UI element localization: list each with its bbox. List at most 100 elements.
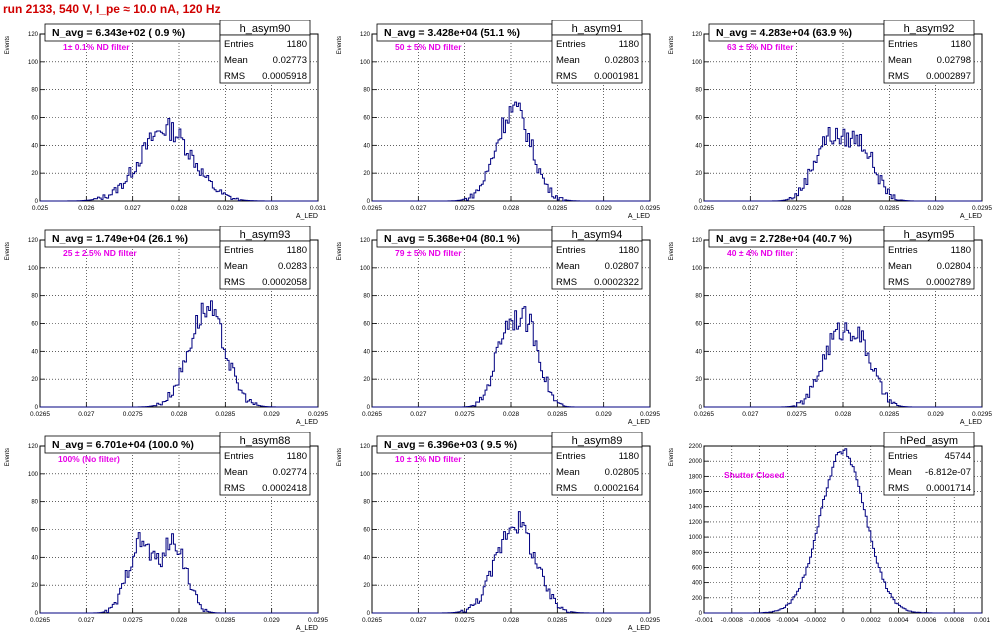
histogram-panel-h_asym94: 0.0265 0.027 0.0275 0.028 0.0285 0.029 0.0295 0…	[332, 225, 662, 431]
x-tick-label: 0.027	[78, 617, 95, 624]
histogram-panel-h_asym92: 0.0265 0.027 0.0275 0.028 0.0285 0.029 0.0295 0…	[664, 19, 994, 225]
x-tick-label: 0.0265	[30, 617, 50, 624]
stats-box	[883, 34, 975, 84]
stats-value: 0.0002897	[926, 71, 971, 82]
x-axis-title: A_LED	[296, 625, 318, 632]
stats-box	[883, 240, 975, 290]
x-axis-title: A_LED	[628, 419, 650, 426]
histogram-svg: 0.0265 0.027 0.0275 0.028 0.0285 0.029 0.0295 0…	[337, 19, 660, 220]
y-tick-label: 20	[31, 171, 38, 177]
stats-label: Entries	[224, 39, 254, 50]
x-tick-label: 0.0285	[879, 411, 899, 418]
stats-label: Entries	[224, 245, 254, 256]
histogram-svg: 0.0265 0.027 0.0275 0.028 0.0285 0.029 0.0295 0…	[5, 225, 328, 426]
y-tick-label: 40	[695, 349, 702, 355]
x-axis-title: A_LED	[628, 625, 650, 632]
y-tick-label: 800	[692, 550, 703, 556]
y-tick-label: 120	[360, 444, 371, 450]
x-tick-label: 0.026	[78, 205, 95, 212]
y-axis-title: Events	[337, 242, 343, 260]
x-tick-label: 0.029	[264, 617, 281, 624]
y-tick-label: 2000	[689, 459, 703, 465]
stats-value: 0.0002058	[262, 277, 307, 288]
x-tick-label: 0.029	[928, 205, 945, 212]
stats-value: 0.02807	[605, 261, 639, 272]
y-tick-label: 1000	[689, 535, 703, 541]
histogram-panel-h_asym90: 0.025 0.026 0.027 0.028 0.029 0.03 0.031 0 20 40 6…	[0, 19, 330, 225]
x-tick-label: 0.0008	[944, 617, 964, 624]
y-tick-label: 40	[363, 143, 370, 149]
x-tick-label: -0.0008	[721, 617, 743, 624]
y-tick-label: 40	[695, 143, 702, 149]
histogram-svg: -0.001 -0.0008 -0.0006 -0.0004 -0.0002 0 0.000…	[669, 431, 991, 624]
stats-value: 0.02803	[605, 55, 639, 66]
stats-value: 0.0002418	[262, 483, 307, 494]
y-tick-label: 80	[363, 500, 370, 506]
histogram-panel-h_asym91: 0.0265 0.027 0.0275 0.028 0.0285 0.029 0.0295 0…	[332, 19, 662, 225]
y-tick-label: 0	[699, 405, 703, 411]
histogram-svg: 0.0265 0.027 0.0275 0.028 0.0285 0.029 0.0295 0…	[337, 225, 660, 426]
stats-label: RMS	[224, 277, 245, 288]
y-tick-label: 2200	[689, 444, 703, 450]
stats-label: RMS	[888, 483, 909, 494]
y-tick-label: 60	[363, 322, 370, 328]
y-tick-label: 120	[360, 238, 371, 244]
x-tick-label: 0.0275	[455, 617, 475, 624]
x-tick-label: 0.027	[410, 411, 427, 418]
y-tick-label: 80	[363, 294, 370, 300]
stats-label: RMS	[556, 277, 577, 288]
y-tick-label: 100	[28, 266, 39, 272]
y-tick-label: 80	[31, 500, 38, 506]
y-tick-label: 40	[31, 143, 38, 149]
stats-label: Mean	[888, 261, 912, 272]
y-tick-label: 40	[31, 555, 38, 561]
x-tick-label: 0.028	[171, 411, 188, 418]
stats-label: Mean	[888, 467, 912, 478]
x-tick-label: 0.0265	[694, 411, 714, 418]
histogram-panel-hPed_asym: -0.001 -0.0008 -0.0006 -0.0004 -0.0002 0 0.000…	[664, 431, 994, 637]
y-tick-label: 1200	[689, 520, 703, 526]
x-tick-label: 0.029	[928, 411, 945, 418]
y-tick-label: 20	[363, 377, 370, 383]
y-tick-label: 100	[28, 60, 39, 66]
x-tick-label: 0.027	[742, 411, 759, 418]
stats-value: 0.0002322	[594, 277, 639, 288]
x-tick-label: 0.0285	[215, 411, 235, 418]
x-tick-label: 0.028	[835, 205, 852, 212]
y-tick-label: 80	[695, 294, 702, 300]
x-tick-label: 0.028	[171, 617, 188, 624]
histogram-line	[372, 306, 650, 408]
y-tick-label: 100	[360, 472, 371, 478]
y-tick-label: 400	[692, 581, 703, 587]
y-tick-label: 100	[692, 60, 703, 66]
stats-value: 0.0002789	[926, 277, 971, 288]
y-tick-label: 120	[692, 32, 703, 38]
filter-annotation: 25 ± 2.5% ND filter	[63, 248, 137, 258]
x-tick-label: 0	[841, 617, 845, 624]
histogram-line	[40, 300, 318, 408]
x-tick-label: 0.029	[217, 205, 234, 212]
y-tick-label: 1400	[689, 505, 703, 511]
stats-label: Mean	[224, 467, 248, 478]
stats-box	[219, 34, 311, 84]
histogram-line	[372, 511, 650, 614]
filter-annotation: 100% (No filter)	[58, 454, 120, 464]
y-tick-label: 20	[363, 171, 370, 177]
y-tick-label: 600	[692, 565, 703, 571]
stats-value: 0.0002164	[594, 483, 639, 494]
x-tick-label: 0.025	[32, 205, 49, 212]
stats-value: 1180	[287, 245, 307, 256]
y-tick-label: 20	[31, 583, 38, 589]
stats-name: h_asym88	[240, 435, 291, 447]
histogram-title: N_avg = 3.428e+04 (51.1 %)	[384, 27, 520, 39]
stats-value: 0.0283	[278, 261, 307, 272]
stats-box	[551, 446, 643, 496]
histogram-panel-h_asym95: 0.0265 0.027 0.0275 0.028 0.0285 0.029 0.0295 0…	[664, 225, 994, 431]
filter-annotation: Shutter Closed	[724, 470, 784, 480]
y-tick-label: 0	[367, 611, 371, 617]
x-tick-label: 0.0265	[362, 617, 382, 624]
y-tick-label: 60	[31, 322, 38, 328]
y-tick-label: 20	[695, 377, 702, 383]
y-tick-label: 80	[31, 88, 38, 94]
y-axis-title: Events	[337, 36, 343, 54]
